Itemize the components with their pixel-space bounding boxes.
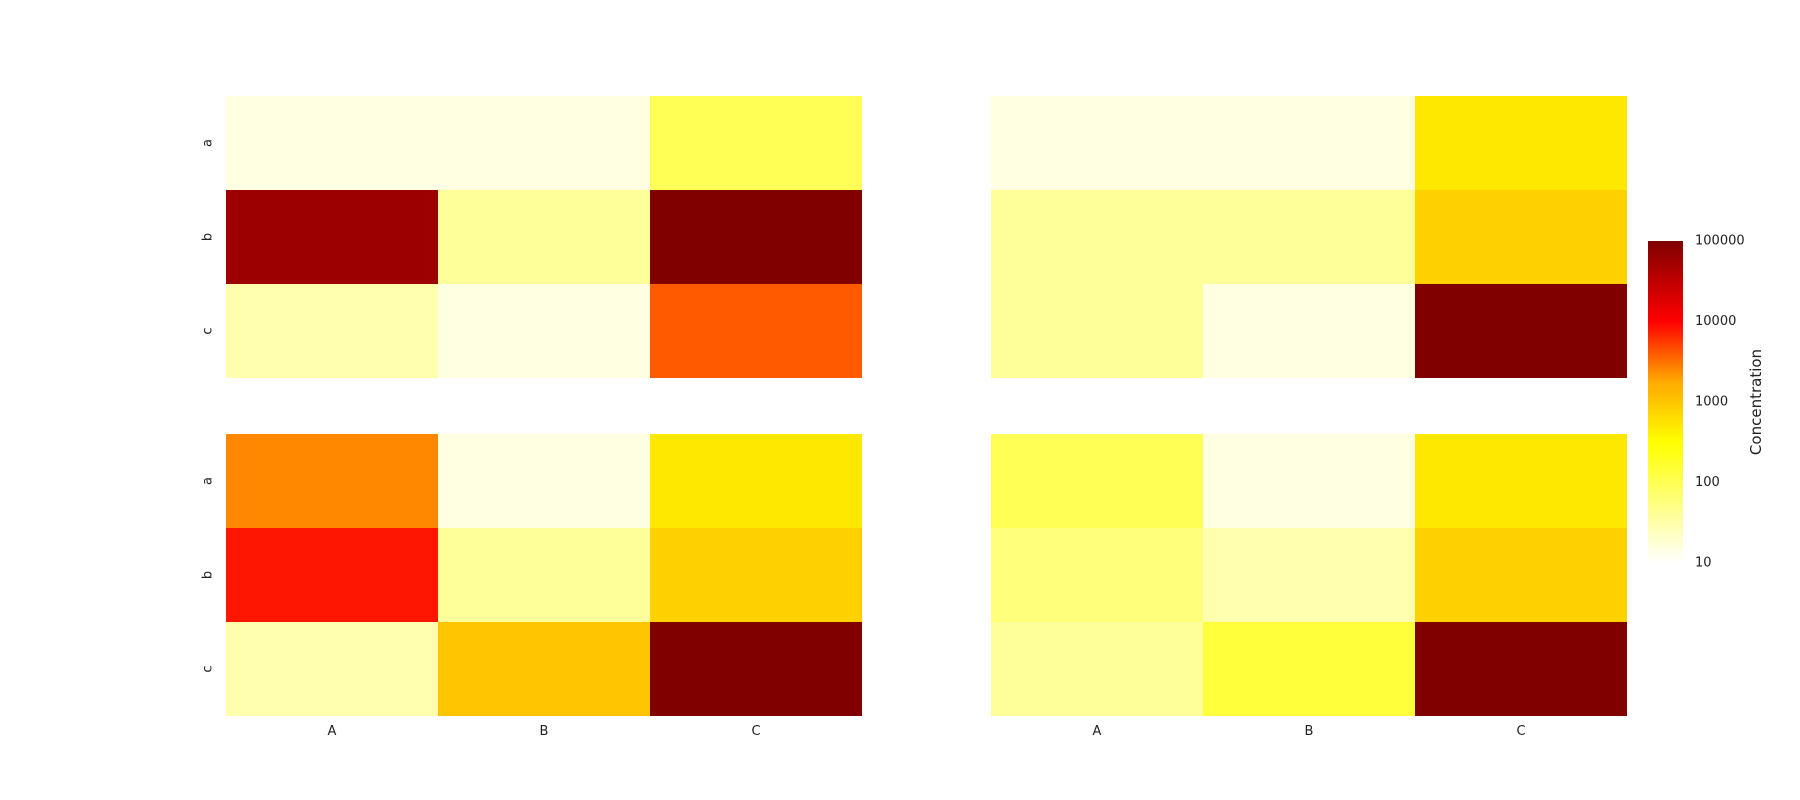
x-tick-label: C [751,724,760,739]
y-tick-label: c [201,327,216,334]
heatmap-cell-b-C [650,528,862,622]
heatmap-panel-2 [991,96,1627,378]
heatmap-cell-b-C [650,190,862,284]
heatmap-cell-c-A [991,284,1203,378]
heatmap-cell-a-A [226,434,438,528]
heatmap-cell-a-C [1415,434,1627,528]
heatmap-cell-c-A [226,284,438,378]
colorbar-tick-label: 100 [1695,475,1720,490]
heatmap-panel-4 [991,434,1627,716]
heatmap-cell-b-C [1415,190,1627,284]
heatmap-cell-b-A [226,528,438,622]
heatmap-cell-c-A [991,622,1203,716]
heatmap-cell-c-B [438,284,650,378]
heatmap-cell-a-A [991,434,1203,528]
heatmap-cell-a-A [226,96,438,190]
heatmap-cell-c-C [1415,622,1627,716]
x-tick-label: C [1516,724,1525,739]
heatmap-cell-a-B [438,96,650,190]
y-tick-label: c [201,665,216,672]
colorbar-tick-label: 10000 [1695,314,1736,329]
heatmap-cell-a-C [650,434,862,528]
heatmap-cell-a-C [650,96,862,190]
y-tick-label: b [201,233,216,241]
heatmap-cell-b-B [1203,190,1415,284]
colorbar-label: Concentration [1747,349,1765,455]
x-tick-label: B [1305,724,1314,739]
colorbar-gradient [1648,241,1683,563]
heatmap-cell-c-B [1203,622,1415,716]
colorbar: 10 100 1000 10000 100000 Concentration [1648,234,1765,571]
heatmap-cell-b-A [991,190,1203,284]
heatmap-cell-b-C [1415,528,1627,622]
heatmap-cell-c-B [1203,284,1415,378]
heatmap-cell-a-A [991,96,1203,190]
heatmap-cell-c-A [226,622,438,716]
heatmap-cell-c-B [438,622,650,716]
heatmap-cell-b-A [991,528,1203,622]
heatmap-cell-b-B [1203,528,1415,622]
colorbar-tick-label: 10 [1695,556,1712,571]
y-tick-label: a [201,477,216,485]
x-tick-label: A [1093,724,1102,739]
heatmap-cell-c-C [650,284,862,378]
colorbar-tick-label: 100000 [1695,234,1745,249]
heatmap-panel-1 [226,96,862,378]
colorbar-ticks: 10 100 1000 10000 100000 [1695,234,1745,571]
heatmap-cell-c-C [650,622,862,716]
heatmap-cell-b-A [226,190,438,284]
heatmap-cell-b-B [438,528,650,622]
y-tick-label: a [201,139,216,147]
heatmap-cell-b-B [438,190,650,284]
heatmap-panel-3 [226,434,862,716]
heatmap-cell-c-C [1415,284,1627,378]
x-tick-label: B [540,724,549,739]
colorbar-tick-label: 1000 [1695,395,1728,410]
heatmap-cell-a-C [1415,96,1627,190]
y-tick-labels: a b c a b c [201,139,216,673]
y-tick-label: b [201,571,216,579]
heatmap-cell-a-B [1203,434,1415,528]
x-tick-label: A [328,724,337,739]
heatmap-cell-a-B [438,434,650,528]
heatmap-cell-a-B [1203,96,1415,190]
heatmap-panels [226,96,1627,716]
